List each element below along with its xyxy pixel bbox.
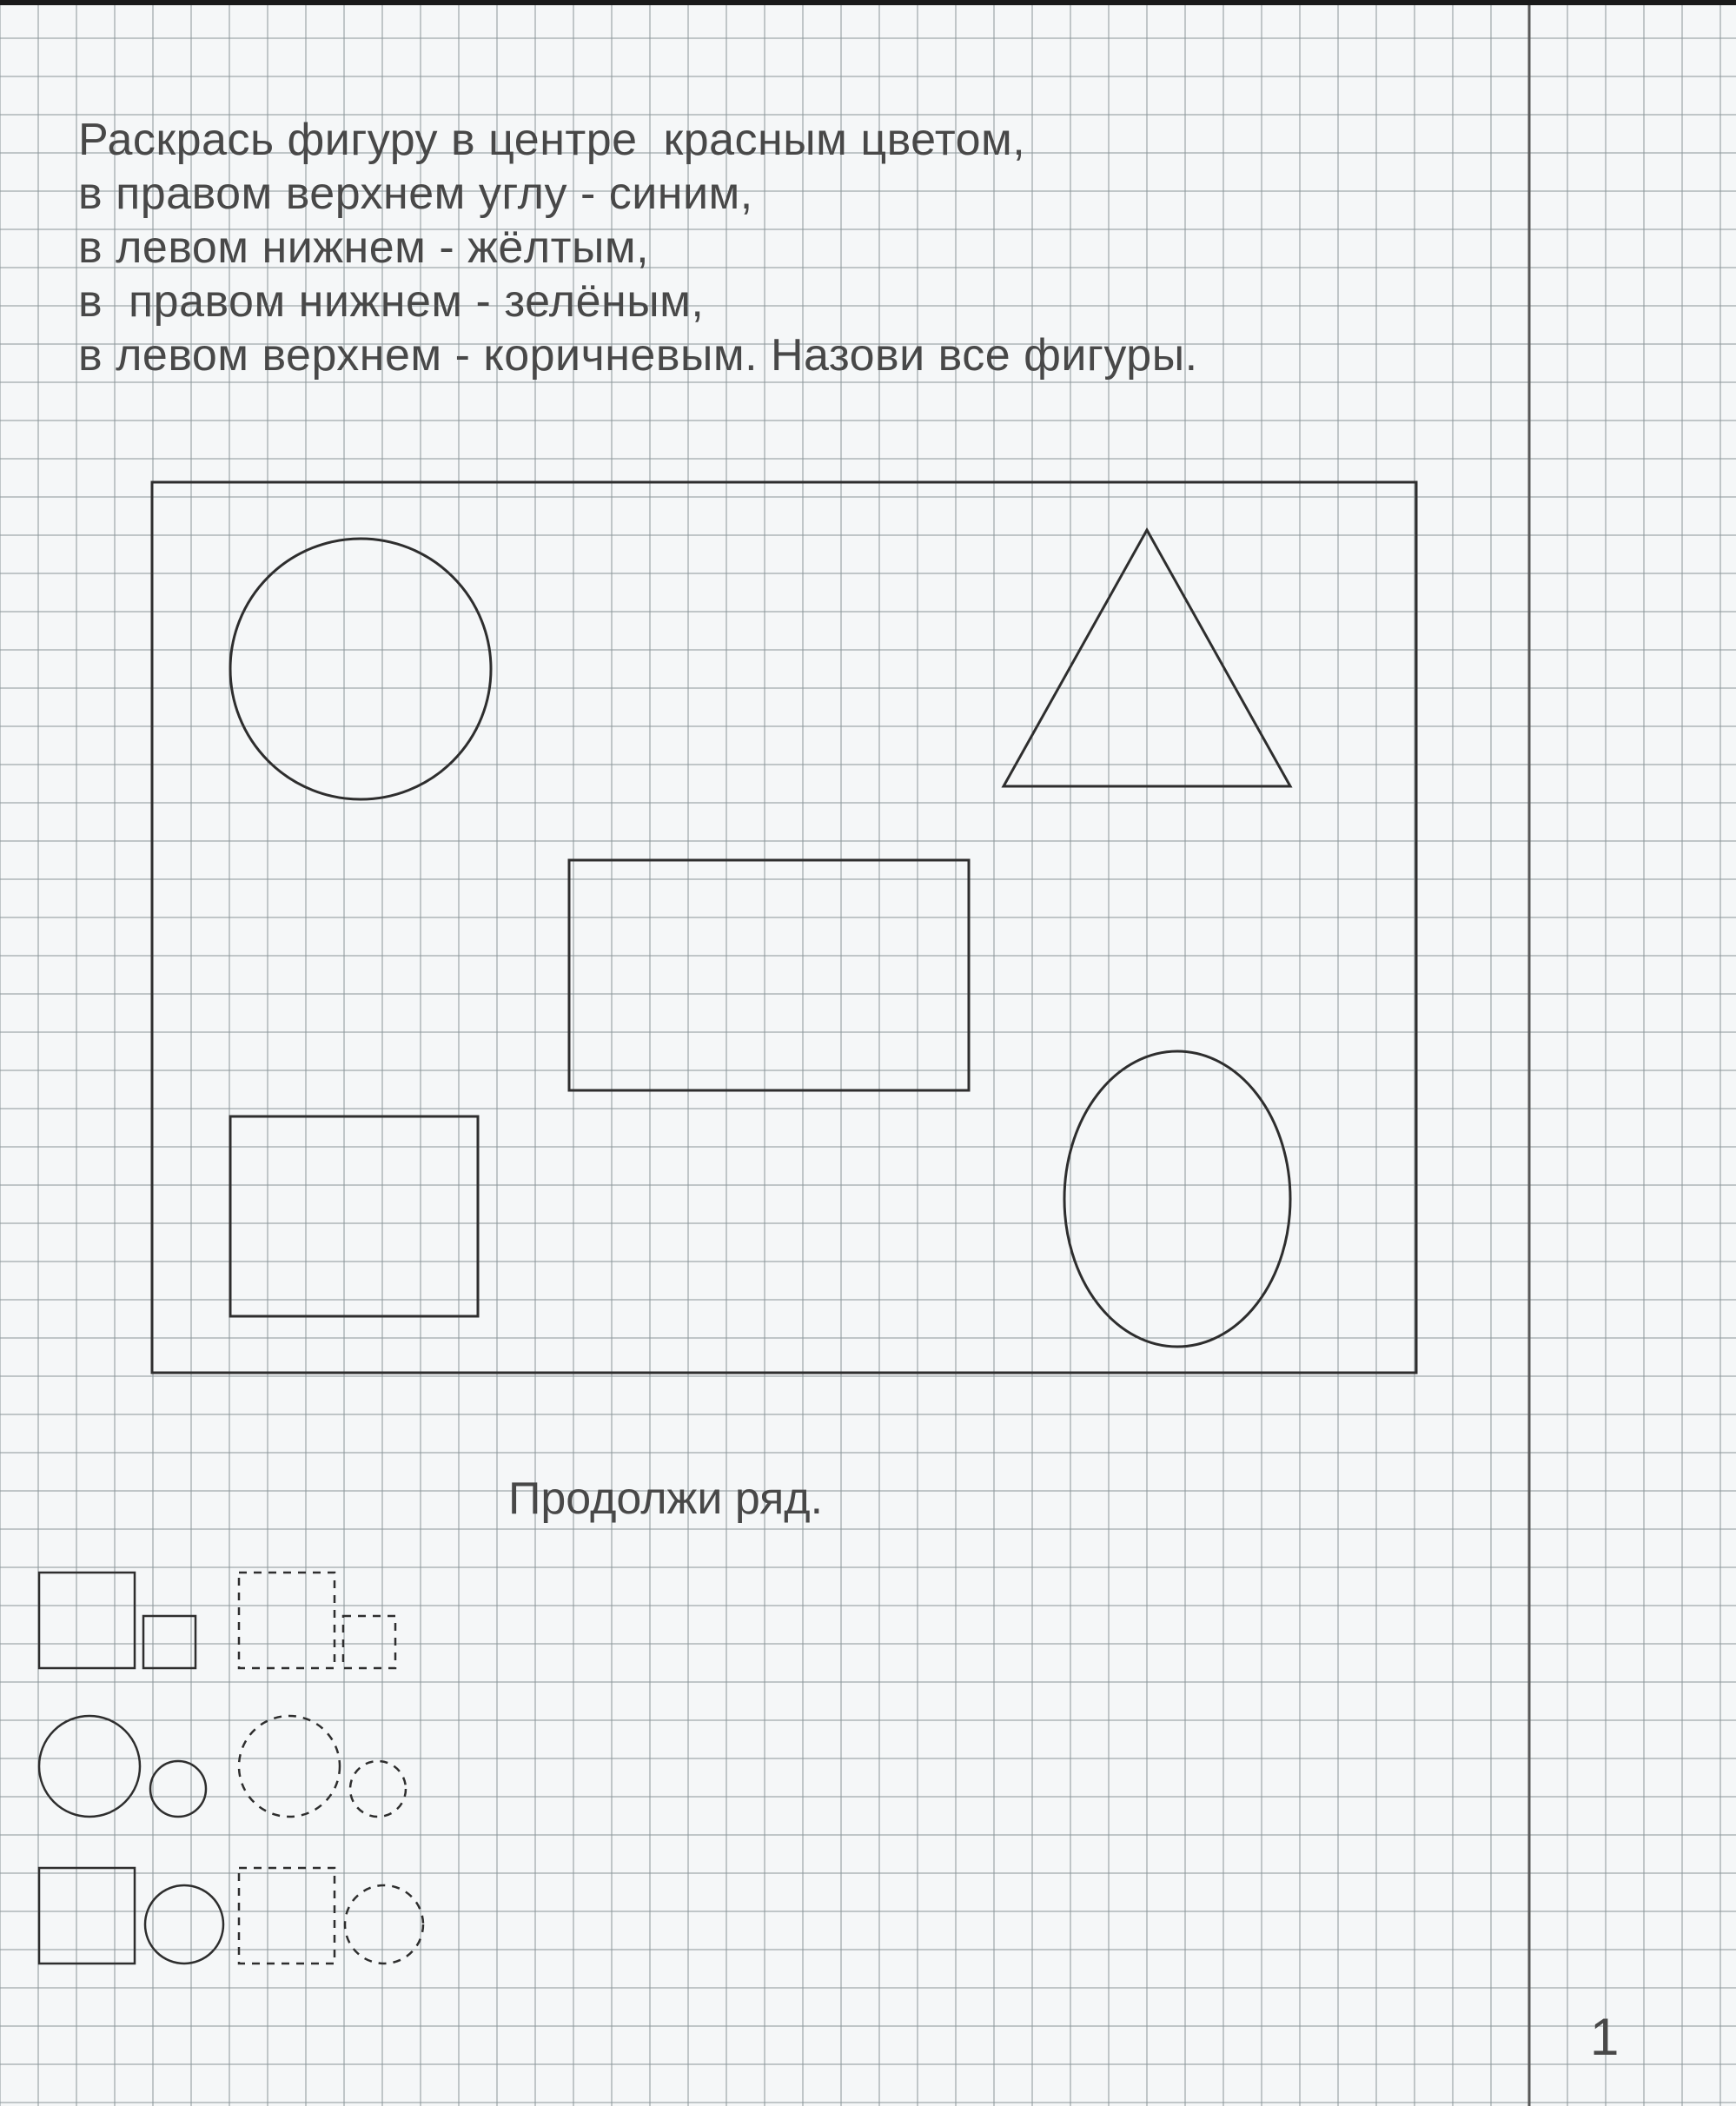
- pattern-circle: [145, 1885, 223, 1964]
- pattern-circle-big: [239, 1716, 340, 1817]
- content-layer: Раскрась фигуру в центре красным цветом,…: [0, 0, 1736, 2106]
- pattern-circle-small: [350, 1761, 406, 1817]
- pattern-square-small: [143, 1616, 195, 1668]
- pattern-square-big: [39, 1573, 135, 1668]
- pattern-circle: [345, 1885, 423, 1964]
- pattern-circle-big: [39, 1716, 140, 1817]
- task2-patterns: [0, 0, 1736, 2106]
- pattern-circle-small: [150, 1761, 206, 1817]
- worksheet-page: Раскрась фигуру в центре красным цветом,…: [0, 0, 1736, 2106]
- pattern-square-big: [239, 1573, 335, 1668]
- page-number: 1: [1590, 2007, 1619, 2067]
- pattern-square: [239, 1868, 335, 1964]
- pattern-square-small: [343, 1616, 395, 1668]
- pattern-square: [39, 1868, 135, 1964]
